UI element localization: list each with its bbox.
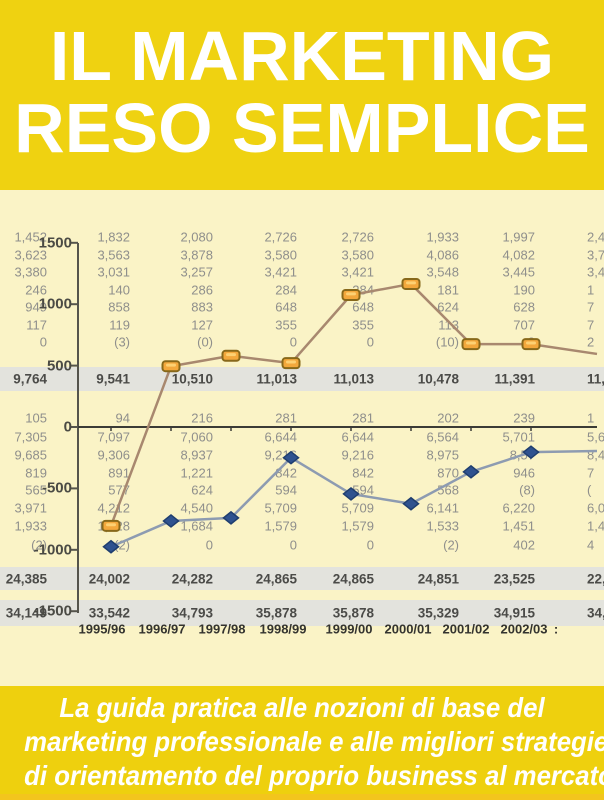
gold-square-marker-highlight [166,363,176,367]
subtitle-line-1: La guida pratica alle nozioni di base de… [59,692,545,723]
gold-square-marker-highlight [526,341,536,345]
gold-square-marker-highlight [466,341,476,345]
gold-square-marker-highlight [226,353,236,357]
blue-diamond-marker [342,486,360,501]
title-line-2: RESO SEMPLICE [14,89,590,167]
subtitle-block: La guida pratica alle nozioni di base de… [0,686,604,800]
title-line-1: IL MARKETING [49,17,555,95]
blue-diamond-marker [282,450,300,465]
blue-diamond-marker [162,513,180,528]
bottom-edge-strip [0,794,604,800]
gold-square-marker-highlight [406,281,416,285]
subtitle-line-3: di orientamento del proprio business al … [24,760,604,791]
blue-series-line [110,449,598,548]
blue-diamond-marker [222,510,240,525]
title-block: IL MARKETING RESO SEMPLICE [0,0,604,190]
blue-diamond-marker [522,445,540,460]
gold-square-marker-highlight [346,292,356,296]
blue-diamond-marker [462,464,480,479]
gold-square-marker-highlight [286,360,296,364]
gold-square-marker-highlight [106,523,116,527]
subtitle-line-2: marketing professionale e alle migliori … [24,726,604,757]
blue-diamond-marker [402,496,420,511]
blue-diamond-marker [102,539,120,554]
